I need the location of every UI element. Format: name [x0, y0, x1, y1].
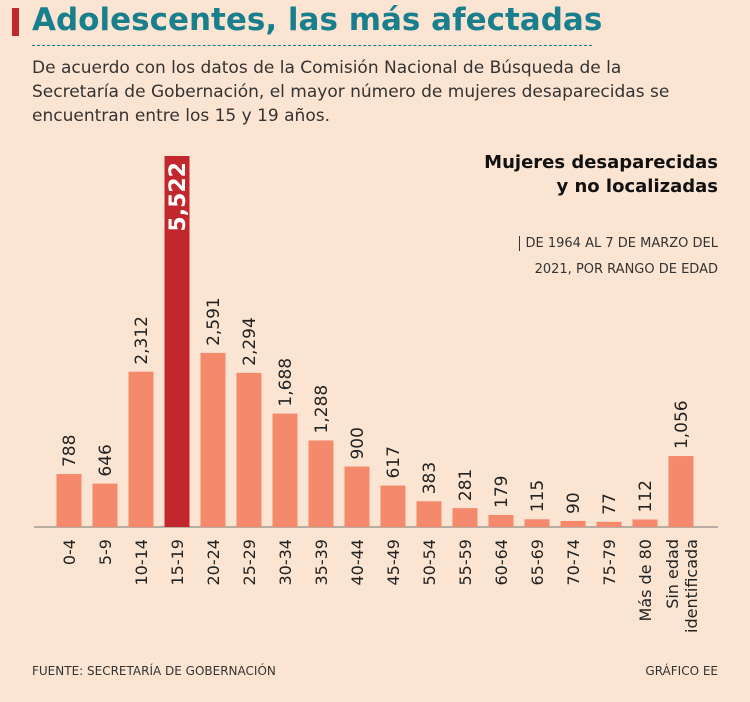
subtitle: De acuerdo con los datos de la Comisión …	[32, 58, 670, 126]
x-tick-label: 45-49	[384, 539, 403, 586]
bar	[452, 508, 478, 527]
value-label: 5,522	[166, 162, 191, 232]
x-tick-label: 75-79	[600, 539, 619, 586]
x-tick-label: 30-34	[276, 539, 295, 586]
chart-title: Mujeres desaparecidas y no localizadas	[484, 152, 718, 197]
value-label: 281	[456, 469, 476, 501]
bar	[164, 156, 190, 527]
value-label: 788	[60, 435, 80, 467]
value-label: 90	[564, 492, 584, 514]
x-tick-label: 25-29	[240, 539, 259, 586]
bar	[596, 521, 622, 527]
value-label: 1,688	[276, 358, 296, 407]
value-label: 112	[636, 480, 656, 512]
bar	[668, 456, 694, 527]
value-label: 115	[528, 480, 548, 512]
value-label: 2,591	[204, 297, 224, 346]
x-tick-label: 15-19	[168, 539, 187, 586]
chart-subtitle: DE 1964 AL 7 DE MARZO DEL 2021, POR RANG…	[488, 231, 718, 283]
bar	[92, 483, 118, 527]
bar	[416, 501, 442, 527]
x-tick-label: 55-59	[456, 539, 475, 586]
credit: GRÁFICO EE	[645, 664, 718, 678]
x-tick-label: 50-54	[420, 539, 439, 586]
x-tick-label: 60-64	[492, 539, 511, 586]
value-label: 2,312	[132, 316, 152, 365]
bar	[488, 514, 514, 527]
value-label: 179	[492, 476, 512, 508]
x-tick-label: 65-69	[528, 539, 547, 586]
source: FUENTE: SECRETARÍA DE GOBERNACIÓN	[32, 664, 276, 678]
bar	[380, 485, 406, 527]
title-mark	[12, 8, 19, 36]
x-tick-label: 20-24	[204, 539, 223, 586]
bar	[560, 520, 586, 527]
value-label: 1,056	[672, 400, 692, 449]
bar	[200, 352, 226, 527]
x-tick-label: 40-44	[348, 539, 367, 586]
title-rule	[32, 45, 592, 46]
x-tick-label: 10-14	[132, 539, 151, 586]
x-tick-label: 5-9	[96, 539, 115, 565]
bar	[272, 413, 298, 527]
x-tick-label: Sin edadidentificada	[663, 539, 701, 633]
bar	[56, 474, 82, 527]
bar	[632, 519, 658, 527]
value-label: 2,294	[240, 317, 260, 366]
value-label: 77	[600, 493, 620, 515]
bar	[344, 466, 370, 527]
bar	[236, 372, 262, 527]
value-label: 383	[420, 462, 440, 494]
value-label: 900	[348, 427, 368, 459]
value-label: 646	[96, 444, 116, 476]
x-tick-label: 0-4	[60, 539, 79, 565]
title: Adolescentes, las más afectadas	[32, 2, 603, 38]
x-tick-label: Más de 80	[636, 539, 655, 621]
x-tick-label: 70-74	[564, 539, 583, 586]
bar	[128, 371, 154, 527]
bar	[308, 440, 334, 527]
value-label: 1,288	[312, 385, 332, 434]
chart-subtitle-text: DE 1964 AL 7 DE MARZO DEL 2021, POR RANG…	[518, 236, 718, 277]
x-tick-label: 35-39	[312, 539, 331, 586]
bar	[524, 519, 550, 527]
value-label: 617	[384, 446, 404, 478]
